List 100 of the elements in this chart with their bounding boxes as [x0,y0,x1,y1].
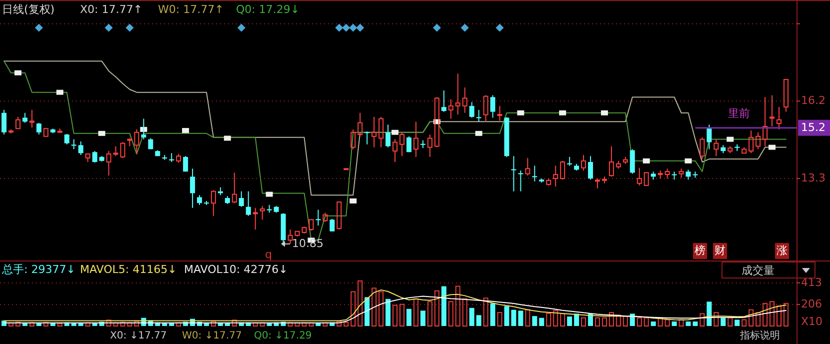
bar [525,309,530,326]
candlestick [511,156,516,192]
candlestick [330,218,335,232]
bar [462,298,468,326]
bar [720,318,726,326]
bar [113,322,118,326]
y-tick-label: 206 [801,297,822,310]
point [237,24,246,32]
bar [455,286,460,326]
point [266,192,273,197]
candlestick [469,102,474,118]
bar [29,322,34,326]
candlestick [518,170,524,192]
candlestick [169,152,174,162]
candlestick [92,150,98,164]
bar [322,322,328,326]
bar [650,322,656,326]
text: 成交量 [742,264,774,278]
point [684,158,692,164]
point [475,130,482,136]
candlestick [455,73,460,116]
bar [742,319,747,326]
candlestick [183,156,188,172]
bar [378,291,384,326]
bar [106,320,112,326]
bar [399,304,404,326]
chart-title: 日线(复权) [2,3,55,16]
bar [308,322,314,326]
candlestick [770,94,775,127]
bar [85,322,90,326]
bar [57,322,62,326]
annotation: q [265,248,272,262]
bar [210,320,216,326]
candlestick [36,122,42,135]
annotation: W0: 17.77↑ [158,3,224,16]
bar [546,312,552,326]
bar [490,303,496,326]
bar [372,288,377,326]
bar [350,291,356,326]
point [642,158,650,164]
bar [636,317,642,326]
point [34,24,43,32]
annotation: 榜 [694,244,706,258]
bar [427,301,432,326]
bar [434,290,440,326]
candlestick [706,124,712,150]
bar [658,317,663,326]
text: 总手: 29377↓ [1,263,76,276]
point [104,24,113,32]
bar [476,315,482,326]
ref-line-label: 15.2 [801,120,826,134]
annotation: X0: 17.77↑ [80,3,142,16]
text: MAVOL5: 41165↓ [80,263,177,276]
line-series [4,296,786,324]
bar [762,302,768,326]
bar [574,314,580,326]
bar [784,302,788,326]
annotation: 里前 [728,107,750,120]
candlestick [372,116,377,148]
bar [176,322,182,326]
bar [664,319,670,326]
candlestick [490,94,496,118]
bar [406,308,412,326]
candlestick [406,136,412,153]
point [342,24,350,32]
candlestick [2,109,6,135]
bar [252,322,258,326]
bar [734,320,740,326]
bar [386,298,391,326]
bar [120,322,126,326]
point [768,144,776,150]
y-tick-label: 16.2 [801,94,826,108]
candlestick [588,156,593,180]
bar [644,317,649,326]
bar [608,312,614,326]
point [356,24,364,32]
candlestick [553,165,558,188]
point [600,110,608,116]
candlestick [413,121,418,158]
bar [532,316,538,326]
point [460,24,469,32]
bar [567,316,572,326]
bar [518,310,524,326]
text: W0: ↓17.77 [182,330,242,342]
candlestick [364,131,370,145]
y-tick-label: 13.3 [801,172,826,185]
candlestick [462,87,468,114]
point [432,24,441,32]
line-series [4,289,786,322]
candlestick [29,109,34,128]
bar [392,304,398,326]
point [517,110,524,116]
point [392,130,398,135]
text: MAVOL10: 42776↓ [184,263,288,276]
text: X0: ↓17.77 [110,330,167,342]
candlestick [441,90,446,112]
candlestick [784,79,788,112]
bar [728,317,733,326]
candlestick [644,172,649,186]
point [182,128,190,133]
